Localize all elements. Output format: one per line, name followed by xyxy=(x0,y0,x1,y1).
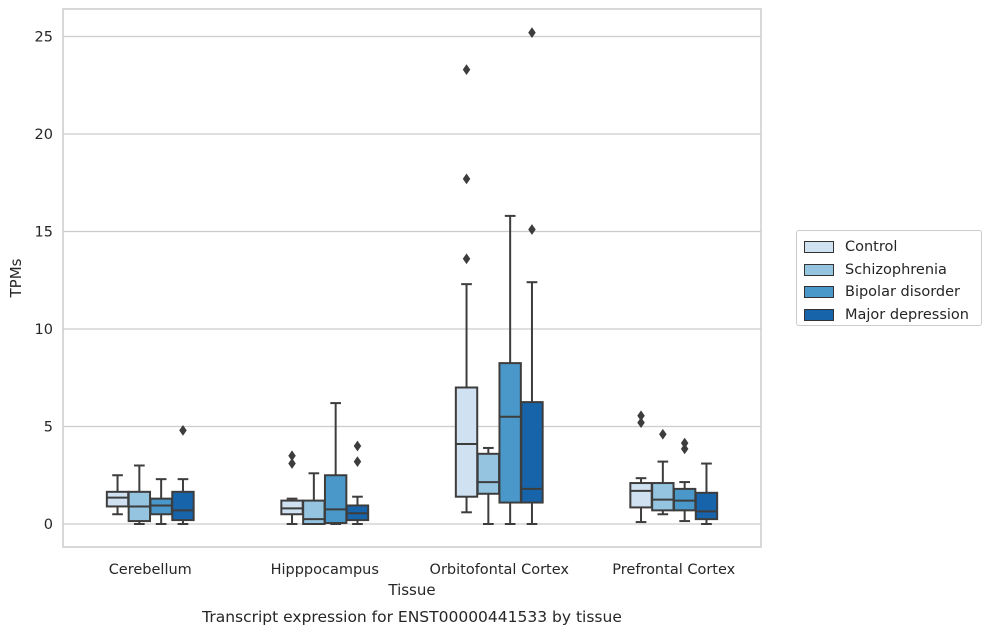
legend-item-bipolar-disorder: Bipolar disorder xyxy=(804,281,981,304)
box xyxy=(651,482,675,512)
chart-title: Transcript expression for ENST0000044153… xyxy=(201,608,622,626)
outlier-point xyxy=(462,173,471,185)
box-0-3 xyxy=(629,410,653,524)
box xyxy=(323,474,348,525)
outlier-point xyxy=(680,437,689,449)
legend: Control Schizophrenia Bipolar disorder M… xyxy=(796,230,982,326)
outlier-point xyxy=(462,64,471,76)
y-tick-labels: 0 5 10 15 20 25 xyxy=(35,30,53,534)
outlier-point xyxy=(528,224,536,235)
legend-label: Schizophrenia xyxy=(845,261,947,278)
box-3-1 xyxy=(345,440,370,525)
box-3-3 xyxy=(694,462,719,525)
y-tick-label: 5 xyxy=(44,420,53,436)
legend-swatch xyxy=(804,241,834,254)
box-3-2 xyxy=(520,27,544,525)
box-1-2 xyxy=(476,446,501,525)
outlier-point xyxy=(528,27,536,38)
y-tick-label: 10 xyxy=(35,322,53,338)
legend-item-schizophrenia: Schizophrenia xyxy=(804,259,981,282)
outlier-point xyxy=(659,428,667,440)
box xyxy=(171,490,195,522)
legend-item-control: Control xyxy=(804,236,981,259)
box xyxy=(105,490,130,508)
x-tick-label: Cerebellum xyxy=(109,562,192,578)
legend-swatch xyxy=(804,286,834,299)
outlier-point xyxy=(637,410,645,422)
legend-label: Bipolar disorder xyxy=(845,284,960,301)
legend-swatch xyxy=(804,308,834,321)
outlier-point xyxy=(462,253,471,265)
x-tick-label: Hipppocampus xyxy=(271,562,379,578)
outlier-point xyxy=(680,443,689,455)
y-tick-label: 20 xyxy=(35,127,53,143)
box xyxy=(476,452,501,495)
box xyxy=(694,491,719,521)
y-tick-label: 25 xyxy=(35,30,53,46)
y-tick-label: 0 xyxy=(44,517,53,533)
box-2-1 xyxy=(323,402,348,525)
box-2-0 xyxy=(149,478,173,525)
box xyxy=(629,482,653,509)
box-0-1 xyxy=(280,450,304,525)
legend-item-major-depression: Major depression xyxy=(804,304,981,327)
outlier-point xyxy=(288,450,296,462)
outlier-point xyxy=(353,456,362,467)
box-1-3 xyxy=(651,428,675,516)
box-0-0 xyxy=(105,474,130,516)
x-axis-label: Tissue xyxy=(387,581,435,599)
box-2-3 xyxy=(672,437,697,523)
box xyxy=(302,499,326,526)
box-0-2 xyxy=(454,64,479,514)
legend-swatch xyxy=(804,263,834,276)
outlier-point xyxy=(637,417,645,428)
outlier-point xyxy=(288,458,296,469)
y-axis-label: TPMs xyxy=(7,258,25,298)
box-groups xyxy=(105,27,719,526)
x-tick-label: Orbitofontal Cortex xyxy=(430,562,570,578)
outlier-point xyxy=(179,425,187,436)
legend-label: Major depression xyxy=(845,306,969,323)
box xyxy=(498,362,522,504)
box xyxy=(520,401,544,504)
legend-label: Control xyxy=(845,239,898,256)
outlier-point xyxy=(353,440,362,452)
box xyxy=(454,386,479,498)
box-3-0 xyxy=(171,425,195,525)
plot-area xyxy=(63,9,761,547)
x-tick-label: Prefrontal Cortex xyxy=(612,562,735,578)
plot-frame xyxy=(62,8,762,548)
x-tick-labels: Cerebellum Hipppocampus Orbitofontal Corte… xyxy=(109,562,736,578)
y-tick-label: 15 xyxy=(35,225,53,241)
